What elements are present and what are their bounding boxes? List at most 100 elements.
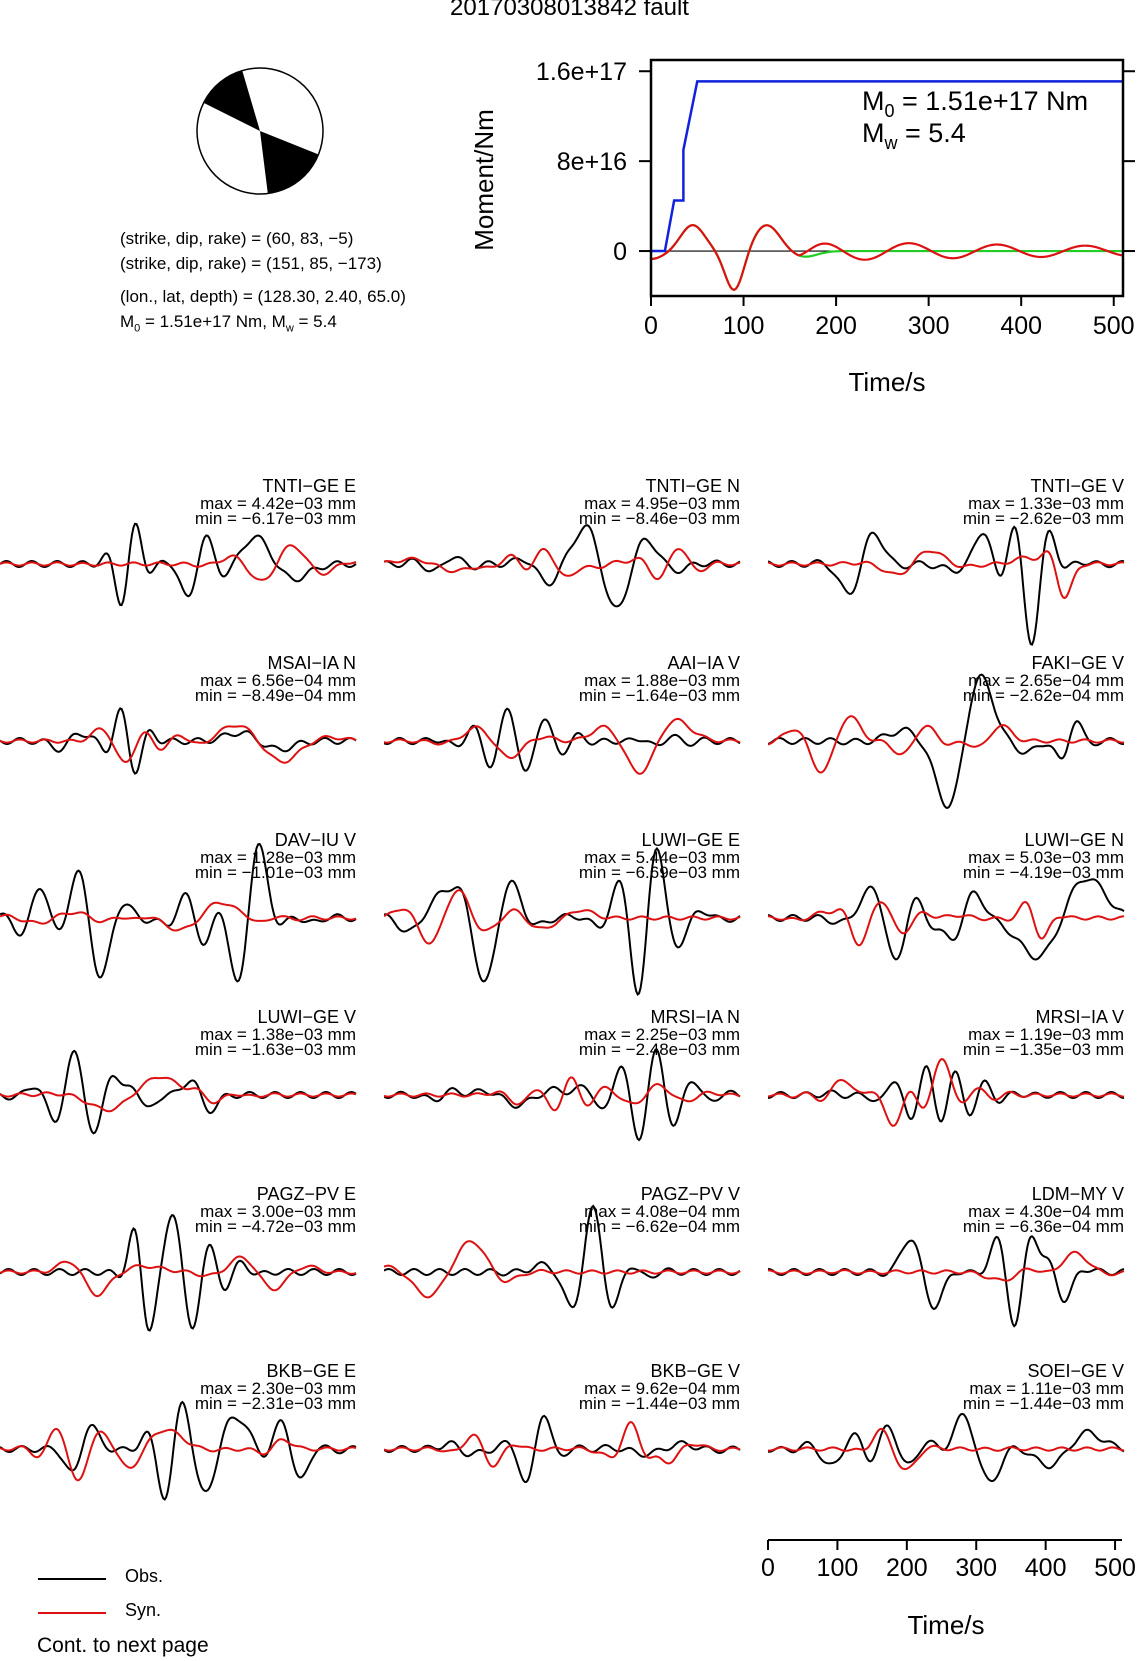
station-min: min = −4.19e−03 mm — [962, 863, 1124, 882]
station-min: min = −2.31e−03 mm — [194, 1394, 356, 1413]
observed-trace — [768, 525, 1125, 646]
station-max: max = 4.95e−03 mm — [584, 494, 740, 513]
moment-xtick-label: 200 — [815, 312, 857, 340]
station-name: TNTI−GE E — [262, 476, 356, 496]
hypocenter-location: (lon., lat, depth) = (128.30, 2.40, 65.0… — [120, 287, 406, 306]
station-max: max = 1.38e−03 mm — [200, 1025, 356, 1044]
continuation-note: Cont. to next page — [37, 1634, 209, 1657]
station-min: min = −1.64e−03 mm — [578, 686, 740, 705]
time-axis-tick-label: 200 — [886, 1554, 928, 1582]
station-min: min = −8.46e−03 mm — [578, 509, 740, 528]
observed-trace — [0, 842, 357, 983]
moment-ytick-label: 1.6e+17 — [536, 58, 627, 86]
time-axis-tick-label: 300 — [955, 1554, 997, 1582]
synthetic-trace — [768, 900, 1124, 947]
station-name: LDM−MY V — [1031, 1184, 1124, 1204]
observed-trace — [0, 522, 357, 607]
observed-trace — [384, 1204, 741, 1309]
synthetic-trace — [768, 1250, 1125, 1282]
station-min: min = −1.44e−03 mm — [962, 1394, 1124, 1413]
cumulative-moment-line — [651, 80, 1123, 253]
synthetic-trace — [0, 1076, 357, 1113]
focal-mechanism-beachball — [196, 67, 324, 195]
time-axis-label: Time/s — [907, 1610, 984, 1640]
time-axis-tick-label: 0 — [761, 1554, 775, 1582]
station-max: max = 1.33e−03 mm — [968, 494, 1124, 513]
station-waveform — [768, 1412, 1125, 1483]
station-name: MRSI−IA V — [1035, 1007, 1124, 1027]
station-max: max = 1.11e−03 mm — [969, 1379, 1124, 1398]
moment-xtick-label: 300 — [908, 312, 950, 340]
stf-green-line — [650, 224, 1123, 291]
station-min: min = −6.69e−03 mm — [578, 863, 740, 882]
moment-mw-label: Mw = 5.4 — [862, 118, 966, 153]
station-max: max = 4.08e−04 mm — [584, 1202, 740, 1221]
station-waveform — [384, 524, 741, 608]
moment-xtick-label: 100 — [723, 312, 765, 340]
station-max: max = 5.44e−03 mm — [584, 848, 740, 867]
station-waveform — [768, 1058, 1125, 1127]
station-max: max = 6.56e−04 mm — [200, 671, 356, 690]
station-max: max = 9.62e−04 mm — [584, 1379, 740, 1398]
station-name: PAGZ−PV E — [256, 1184, 356, 1204]
observed-trace — [384, 524, 741, 608]
observed-trace — [768, 1064, 1125, 1123]
station-min: min = −6.17e−03 mm — [194, 509, 356, 528]
legend-syn-label: Syn. — [125, 1600, 162, 1620]
station-min: min = −1.44e−03 mm — [578, 1394, 740, 1413]
synthetic-trace — [384, 1421, 741, 1468]
station-max: max = 3.00e−03 mm — [200, 1202, 356, 1221]
station-waveform — [0, 522, 357, 607]
station-max: max = 4.30e−04 mm — [968, 1202, 1124, 1221]
station-waveform — [384, 707, 741, 775]
moment-ytick-label: 8e+16 — [557, 148, 627, 176]
station-waveform — [0, 1049, 357, 1135]
station-max: max = 2.30e−03 mm — [200, 1379, 356, 1398]
time-axis-tick-label: 500 — [1094, 1554, 1136, 1582]
station-waveform — [384, 1414, 741, 1484]
moment-ytick-label: 0 — [613, 238, 627, 266]
synthetic-trace — [0, 1427, 357, 1482]
moment-xtick-label: 400 — [1000, 312, 1042, 340]
station-min: min = −1.63e−03 mm — [194, 1040, 356, 1059]
station-min: min = −6.36e−04 mm — [962, 1217, 1124, 1236]
station-name: PAGZ−PV V — [640, 1184, 740, 1204]
station-waveform — [384, 1048, 741, 1142]
legend-obs-label: Obs. — [125, 1566, 164, 1586]
moment-xtick-label: 0 — [644, 312, 658, 340]
observed-trace — [0, 1049, 357, 1135]
observed-trace — [768, 878, 1125, 961]
synthetic-trace — [768, 715, 1125, 774]
station-waveform — [384, 1204, 741, 1309]
station-waveform — [384, 847, 741, 996]
station-name: TNTI−GE N — [645, 476, 740, 496]
station-name: LUWI−GE E — [641, 830, 740, 850]
station-waveform — [768, 878, 1125, 961]
moment-summary: M0 = 1.51e+17 Nm, Mw = 5.4 — [120, 312, 337, 335]
synthetic-trace — [768, 1427, 1125, 1471]
station-name: BKB−GE V — [650, 1361, 740, 1381]
observed-trace — [0, 707, 357, 775]
station-name: LUWI−GE V — [257, 1007, 356, 1027]
station-name: TNTI−GE V — [1030, 476, 1124, 496]
synthetic-trace — [384, 1240, 741, 1299]
station-waveform — [0, 842, 357, 983]
station-name: SOEI−GE V — [1027, 1361, 1124, 1381]
observed-trace — [768, 1235, 1125, 1328]
station-min: min = −1.35e−03 mm — [962, 1040, 1124, 1059]
station-name: AAI−IA V — [667, 653, 740, 673]
